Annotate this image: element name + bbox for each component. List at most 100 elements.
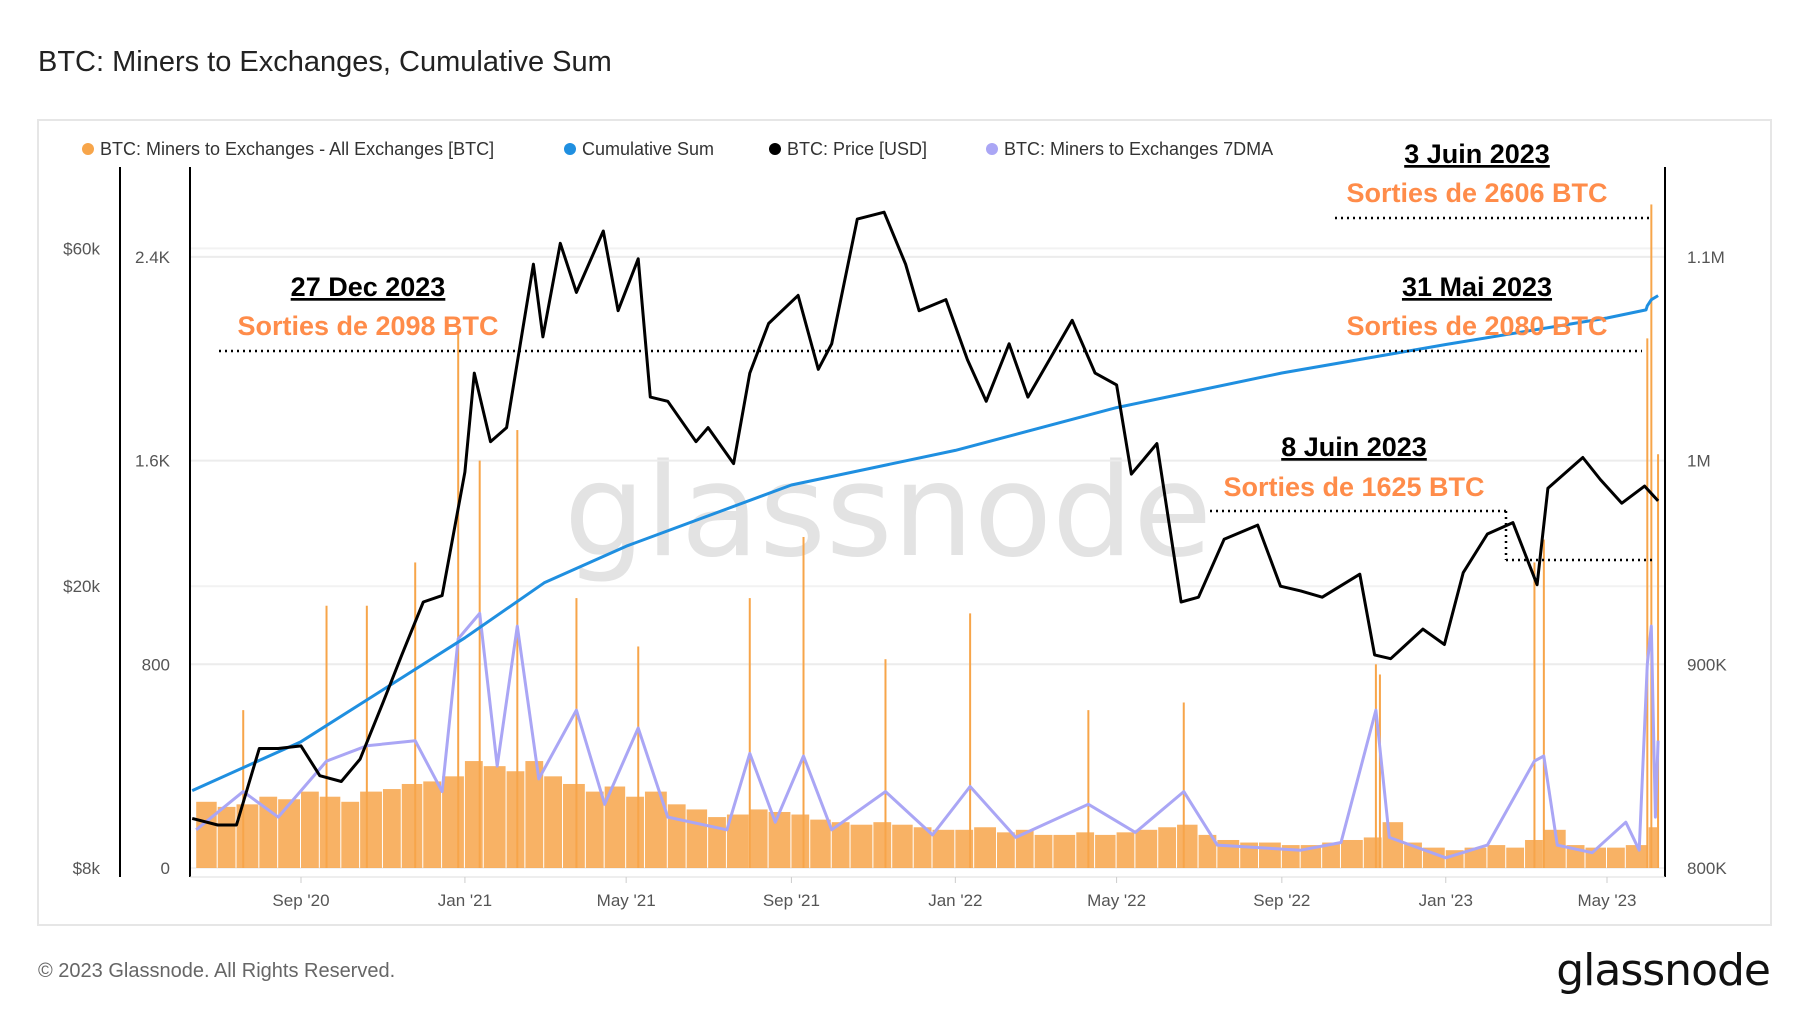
flow-bar xyxy=(1464,847,1487,868)
x-tick-label: Jan '23 xyxy=(1419,891,1473,910)
series-lines xyxy=(191,210,1660,860)
legend-marker-icon xyxy=(986,143,998,155)
flow-bar xyxy=(464,761,483,868)
price-tick-label: $20k xyxy=(63,577,100,596)
flow-spike-bar xyxy=(1657,454,1660,868)
flow-bar xyxy=(768,811,791,868)
flow-bar xyxy=(1095,834,1116,868)
ma7-line xyxy=(195,611,1660,860)
price-tick-label: $8k xyxy=(73,859,101,878)
flow-bar xyxy=(196,801,217,868)
flow-bar xyxy=(996,832,1015,868)
legend-item: BTC: Miners to Exchanges - All Exchanges… xyxy=(100,139,494,159)
flow-bar xyxy=(1177,824,1198,868)
legend-marker-icon xyxy=(82,143,94,155)
x-tick-label: Sep '22 xyxy=(1253,891,1310,910)
annotation-value: Sorties de 2080 BTC xyxy=(1346,311,1607,341)
flow-bar xyxy=(1648,827,1658,868)
flow-bar xyxy=(544,776,563,868)
glassnode-logo[interactable]: glassnode xyxy=(1556,945,1771,996)
flow-bar xyxy=(563,783,585,868)
flow-bar xyxy=(319,796,341,868)
flow-spike-bar xyxy=(365,605,368,868)
flow-spike-bar xyxy=(242,710,245,868)
flow-spike-bar xyxy=(1646,338,1649,868)
flow-bar xyxy=(442,776,464,868)
flow-bar xyxy=(1116,832,1135,868)
flow-bar xyxy=(644,791,667,868)
flow-bar xyxy=(1135,829,1158,868)
flow-bar xyxy=(525,761,544,868)
flow-bar xyxy=(382,789,401,868)
legend: BTC: Miners to Exchanges - All Exchanges… xyxy=(82,139,1273,159)
x-tick-label: Jan '21 xyxy=(438,891,492,910)
flow-bar xyxy=(791,814,810,868)
flow-bar xyxy=(667,804,686,868)
flow-bar xyxy=(1034,834,1053,868)
flow-spike-bar xyxy=(325,605,328,868)
flow-bar xyxy=(360,791,382,868)
flow-tick-label: 1.6K xyxy=(135,452,171,471)
flow-tick-label: 2.4K xyxy=(135,248,171,267)
axes: $8k $20k $60k 0 800 1.6K 2.4K 800K 900K 1M 1.1M Sep… xyxy=(63,167,1727,910)
flow-bar xyxy=(873,822,892,868)
flow-bar xyxy=(585,791,604,868)
annotation-date: 8 Juin 2023 xyxy=(1281,432,1427,462)
flow-bar xyxy=(1543,829,1566,868)
flow-bar xyxy=(955,829,974,868)
legend-item: BTC: Miners to Exchanges 7DMA xyxy=(1004,139,1273,159)
x-tick-label: Sep '21 xyxy=(763,891,820,910)
flow-bar xyxy=(1015,829,1034,868)
flow-bar xyxy=(974,827,996,868)
cumulative-tick-label: 800K xyxy=(1687,859,1727,878)
flow-bar xyxy=(1300,845,1322,868)
annotation-value: Sorties de 1625 BTC xyxy=(1223,472,1484,502)
legend-item: Cumulative Sum xyxy=(582,139,714,159)
flow-bar xyxy=(1363,837,1382,868)
price-line xyxy=(191,210,1660,827)
copyright: © 2023 Glassnode. All Rights Reserved. xyxy=(38,960,396,982)
flow-spike-bar xyxy=(1533,562,1536,868)
flow-bar xyxy=(1198,834,1217,868)
flow-bar xyxy=(1382,822,1404,868)
flow-spike-bar xyxy=(457,333,460,868)
flow-spike-bar xyxy=(1182,702,1185,868)
flow-spike-bar xyxy=(1650,204,1653,868)
flow-spike-bar xyxy=(802,536,805,868)
flow-spike-bar xyxy=(1378,674,1381,868)
flow-bar xyxy=(1607,847,1625,868)
flow-spike-bar xyxy=(1374,664,1377,868)
chart-title: BTC: Miners to Exchanges, Cumulative Sum xyxy=(38,46,612,78)
cumulative-tick-label: 1.1M xyxy=(1687,248,1725,267)
flow-bar xyxy=(1506,847,1525,868)
flow-spike-bar xyxy=(969,613,972,868)
flow-bar xyxy=(604,786,626,868)
flow-tick-label: 0 xyxy=(161,859,170,878)
x-tick-label: Jan '22 xyxy=(928,891,982,910)
flow-bar xyxy=(1487,845,1506,868)
x-tick-label: May '21 xyxy=(597,891,656,910)
flow-bar xyxy=(278,799,300,868)
flow-bar xyxy=(749,809,768,868)
flow-bar xyxy=(1158,827,1177,868)
flow-bar xyxy=(913,827,932,868)
flow-bar xyxy=(1076,832,1095,868)
x-tick-label: May '23 xyxy=(1578,891,1637,910)
flow-bar xyxy=(626,796,644,868)
flow-bar xyxy=(506,771,525,868)
flow-bar xyxy=(401,783,423,868)
cumulative-sum-line xyxy=(191,294,1659,792)
price-tick-label: $60k xyxy=(63,239,100,258)
flow-bar xyxy=(1053,834,1076,868)
flow-bar xyxy=(892,824,913,868)
flow-bar xyxy=(301,791,319,868)
legend-marker-icon xyxy=(564,143,576,155)
flow-spike-bar xyxy=(637,646,640,868)
legend-item: BTC: Price [USD] xyxy=(787,139,927,159)
watermark: glassnode xyxy=(564,437,1212,586)
flow-bar xyxy=(236,804,259,868)
annotation-value: Sorties de 2098 BTC xyxy=(237,311,498,341)
flow-bar xyxy=(1625,845,1648,868)
annotation-date: 27 Dec 2023 xyxy=(291,272,446,302)
